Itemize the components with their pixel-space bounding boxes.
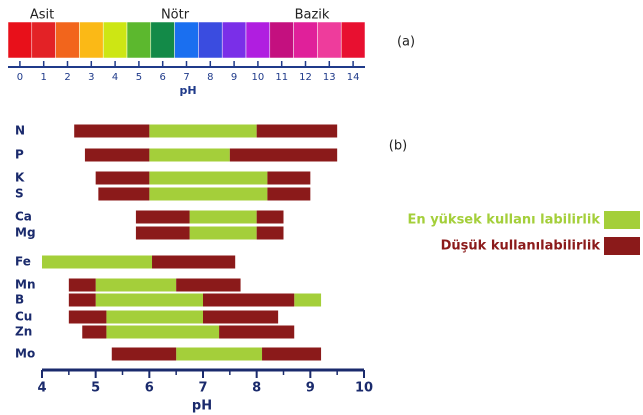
range-bar xyxy=(294,293,322,307)
x-tick-label: 0 xyxy=(17,72,23,83)
range-bar xyxy=(135,226,190,240)
row-label: Fe xyxy=(15,255,31,269)
color-box xyxy=(293,21,318,59)
range-bar xyxy=(68,310,107,324)
range-bar xyxy=(149,171,268,185)
x-tick-label: 11 xyxy=(275,72,288,83)
range-bar xyxy=(267,187,311,201)
row-label: N xyxy=(15,124,25,138)
annotation: Asit xyxy=(30,8,54,23)
x-axis-label: pH xyxy=(192,399,212,414)
x-tick-label: 8 xyxy=(207,72,213,83)
x-tick-label: 5 xyxy=(136,72,142,83)
range-bar xyxy=(68,293,96,307)
color-box xyxy=(221,21,247,59)
x-tick-label: 10 xyxy=(252,72,265,83)
range-bar xyxy=(229,148,338,162)
row-label: Cu xyxy=(15,310,32,324)
range-bar xyxy=(256,124,338,138)
panel-label: (a) xyxy=(397,35,415,50)
x-tick-label: 13 xyxy=(323,72,336,83)
color-box xyxy=(55,21,80,59)
row-label: B xyxy=(15,293,24,307)
color-box xyxy=(79,21,104,59)
range-bar xyxy=(111,347,177,361)
color-box xyxy=(7,21,33,59)
range-bar xyxy=(189,226,257,240)
legend-label: En yüksek kullanı labilirlik xyxy=(408,213,601,228)
range-bar xyxy=(106,310,203,324)
range-bar xyxy=(189,210,257,224)
color-box xyxy=(245,21,271,59)
x-tick-label: 1 xyxy=(41,72,47,83)
panel-label: (b) xyxy=(389,139,407,154)
range-bar xyxy=(135,210,190,224)
x-tick-label: 4 xyxy=(112,72,118,83)
x-tick-label: 2 xyxy=(64,72,70,83)
legend-label: Düşük kullanılabilirlik xyxy=(441,239,601,254)
range-bar xyxy=(149,124,257,138)
range-bar xyxy=(256,226,284,240)
color-box xyxy=(150,21,175,59)
color-box xyxy=(102,21,128,59)
row-label: P xyxy=(15,148,24,162)
range-bar xyxy=(219,325,295,339)
row-label: K xyxy=(15,171,25,185)
row-label: S xyxy=(15,187,24,201)
x-tick-label: 5 xyxy=(91,381,100,396)
x-tick-label: 6 xyxy=(160,72,166,83)
annotation: Bazik xyxy=(295,8,330,23)
range-bar xyxy=(95,171,150,185)
range-bar xyxy=(84,148,150,162)
x-tick-label: 7 xyxy=(183,72,189,83)
range-bar xyxy=(82,325,107,339)
legend-swatch xyxy=(604,237,640,255)
row-label: Mn xyxy=(15,278,35,292)
range-bar xyxy=(149,187,268,201)
x-tick-label: 9 xyxy=(306,381,315,396)
annotation: Nötr xyxy=(161,8,190,23)
range-bar xyxy=(98,187,150,201)
x-tick-label: 6 xyxy=(145,381,154,396)
color-box xyxy=(174,21,199,59)
x-axis-label: pH xyxy=(179,84,196,97)
range-bar xyxy=(176,278,241,292)
range-bar xyxy=(203,293,295,307)
x-tick-label: 9 xyxy=(231,72,237,83)
legend-swatch xyxy=(604,211,640,229)
range-bar xyxy=(176,347,263,361)
color-box xyxy=(317,21,342,59)
row-label: Ca xyxy=(15,210,32,224)
x-tick-label: 12 xyxy=(299,72,312,83)
row-label: Mo xyxy=(15,347,35,361)
row-label: Zn xyxy=(15,325,32,339)
row-label: Mg xyxy=(15,226,36,240)
range-bar xyxy=(267,171,311,185)
x-tick-label: 14 xyxy=(347,72,360,83)
range-bar xyxy=(95,293,203,307)
x-tick-label: 3 xyxy=(88,72,94,83)
range-bar xyxy=(262,347,322,361)
color-box xyxy=(31,21,56,59)
color-box xyxy=(340,21,366,59)
color-box xyxy=(198,21,223,59)
range-bar xyxy=(152,255,236,269)
x-tick-label: 8 xyxy=(252,381,261,396)
range-bar xyxy=(95,278,177,292)
color-box xyxy=(269,21,294,59)
x-tick-label: 4 xyxy=(37,381,46,396)
color-box xyxy=(126,21,152,59)
x-tick-label: 10 xyxy=(355,381,373,396)
x-tick-label: 7 xyxy=(198,381,207,396)
range-bar xyxy=(203,310,279,324)
range-bar xyxy=(256,210,284,224)
range-bar xyxy=(149,148,230,162)
range-bar xyxy=(106,325,220,339)
range-bar xyxy=(42,255,153,269)
range-bar xyxy=(68,278,96,292)
range-bar xyxy=(74,124,150,138)
